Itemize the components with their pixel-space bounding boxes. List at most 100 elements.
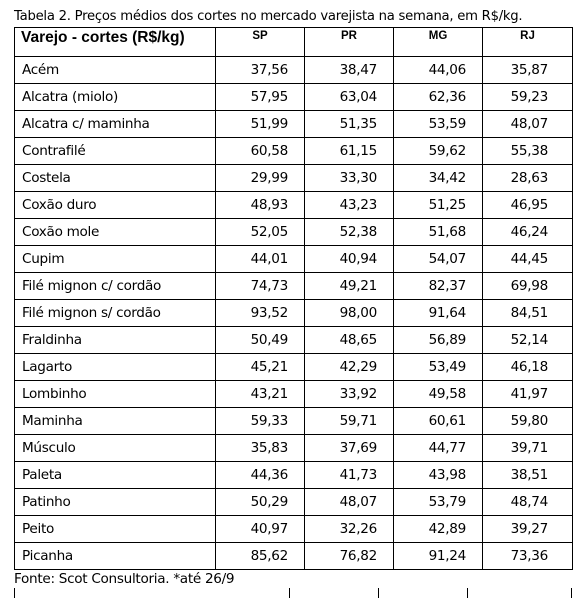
- mg-value-cell: 44,77: [393, 434, 483, 462]
- cut-name-cell: Cupim: [14, 245, 216, 273]
- table-row: Cupim 44,01 40,94 54,07 44,45: [14, 245, 573, 273]
- table-row: Filé mignon c/ cordão 74,73 49,21 82,37 69,9…: [14, 272, 573, 300]
- mg-value-cell: 91,64: [393, 299, 483, 327]
- table-row: Maminha 59,33 59,71 60,61 59,80: [14, 407, 573, 435]
- pr-value-cell: 42,29: [304, 353, 394, 381]
- cut-name-cell: Filé mignon c/ cordão: [14, 272, 216, 300]
- pr-value-cell: 98,00: [304, 299, 394, 327]
- table-row: Lombinho 43,21 33,92 49,58 41,97: [14, 380, 573, 408]
- table-row: Costela 29,99 33,30 34,42 28,63: [14, 164, 573, 192]
- pr-value-cell: 37,69: [304, 434, 394, 462]
- pr-value-cell: 52,38: [304, 218, 394, 246]
- border-tick: [378, 588, 379, 598]
- mg-value-cell: 56,89: [393, 326, 483, 354]
- rj-value-cell: 38,51: [482, 461, 573, 489]
- pr-value-cell: 63,04: [304, 83, 394, 111]
- table-row: Lagarto 45,21 42,29 53,49 46,18: [14, 353, 573, 381]
- mg-value-cell: 51,25: [393, 191, 483, 219]
- sp-value-cell: 74,73: [215, 272, 305, 300]
- pr-value-cell: 33,30: [304, 164, 394, 192]
- column-header-sp: SP: [215, 27, 305, 57]
- border-tick: [571, 588, 572, 598]
- rj-value-cell: 39,27: [482, 515, 573, 543]
- table-body: Acém 37,56 38,47 44,06 35,87 Alcatra (miolo) 5…: [14, 56, 573, 570]
- sp-value-cell: 35,83: [215, 434, 305, 462]
- pr-value-cell: 49,21: [304, 272, 394, 300]
- pr-value-cell: 33,92: [304, 380, 394, 408]
- table-row: Paleta 44,36 41,73 43,98 38,51: [14, 461, 573, 489]
- mg-value-cell: 91,24: [393, 542, 483, 570]
- rj-value-cell: 59,80: [482, 407, 573, 435]
- cut-name-cell: Músculo: [14, 434, 216, 462]
- cut-name-cell: Coxão duro: [14, 191, 216, 219]
- sp-value-cell: 59,33: [215, 407, 305, 435]
- sp-value-cell: 44,01: [215, 245, 305, 273]
- pr-value-cell: 61,15: [304, 137, 394, 165]
- rj-value-cell: 59,23: [482, 83, 573, 111]
- mg-value-cell: 59,62: [393, 137, 483, 165]
- pr-value-cell: 48,07: [304, 488, 394, 516]
- table-row: Músculo 35,83 37,69 44,77 39,71: [14, 434, 573, 462]
- pr-value-cell: 40,94: [304, 245, 394, 273]
- mg-value-cell: 53,79: [393, 488, 483, 516]
- sp-value-cell: 29,99: [215, 164, 305, 192]
- mg-value-cell: 82,37: [393, 272, 483, 300]
- table-row: Picanha 85,62 76,82 91,24 73,36: [14, 542, 573, 570]
- mg-value-cell: 44,06: [393, 56, 483, 84]
- pr-value-cell: 38,47: [304, 56, 394, 84]
- cut-name-cell: Lombinho: [14, 380, 216, 408]
- table-row: Patinho 50,29 48,07 53,79 48,74: [14, 488, 573, 516]
- sp-value-cell: 48,93: [215, 191, 305, 219]
- table-row: Coxão duro 48,93 43,23 51,25 46,95: [14, 191, 573, 219]
- pr-value-cell: 48,65: [304, 326, 394, 354]
- table-row: Filé mignon s/ cordão 93,52 98,00 91,64 84,5…: [14, 299, 573, 327]
- table-row: Alcatra c/ maminha 51,99 51,35 53,59 48,07: [14, 110, 573, 138]
- column-header-pr: PR: [304, 27, 394, 57]
- mg-value-cell: 34,42: [393, 164, 483, 192]
- mg-value-cell: 60,61: [393, 407, 483, 435]
- sp-value-cell: 44,36: [215, 461, 305, 489]
- rj-value-cell: 84,51: [482, 299, 573, 327]
- pr-value-cell: 43,23: [304, 191, 394, 219]
- pr-value-cell: 76,82: [304, 542, 394, 570]
- pr-value-cell: 41,73: [304, 461, 394, 489]
- cut-name-cell: Contrafilé: [14, 137, 216, 165]
- sp-value-cell: 37,56: [215, 56, 305, 84]
- table-row: Alcatra (miolo) 57,95 63,04 62,36 59,23: [14, 83, 573, 111]
- sp-value-cell: 60,58: [215, 137, 305, 165]
- mg-value-cell: 43,98: [393, 461, 483, 489]
- table-caption: Tabela 2. Preços médios dos cortes no me…: [14, 9, 523, 24]
- pr-value-cell: 59,71: [304, 407, 394, 435]
- header-row: Varejo - cortes (R$/kg) SP PR MG RJ: [14, 27, 573, 57]
- mg-value-cell: 51,68: [393, 218, 483, 246]
- rj-value-cell: 48,74: [482, 488, 573, 516]
- rj-value-cell: 44,45: [482, 245, 573, 273]
- rj-value-cell: 46,18: [482, 353, 573, 381]
- cut-name-cell: Picanha: [14, 542, 216, 570]
- rj-value-cell: 48,07: [482, 110, 573, 138]
- cut-name-cell: Paleta: [14, 461, 216, 489]
- column-header-cut: Varejo - cortes (R$/kg): [14, 27, 216, 57]
- border-tick: [289, 588, 290, 598]
- sp-value-cell: 85,62: [215, 542, 305, 570]
- pr-value-cell: 32,26: [304, 515, 394, 543]
- sp-value-cell: 57,95: [215, 83, 305, 111]
- price-table: Varejo - cortes (R$/kg) SP PR MG RJ Acém…: [14, 27, 573, 570]
- mg-value-cell: 53,59: [393, 110, 483, 138]
- rj-value-cell: 46,24: [482, 218, 573, 246]
- rj-value-cell: 46,95: [482, 191, 573, 219]
- column-header-rj: RJ: [482, 27, 573, 57]
- cut-name-cell: Acém: [14, 56, 216, 84]
- table-row: Acém 37,56 38,47 44,06 35,87: [14, 56, 573, 84]
- cut-name-cell: Coxão mole: [14, 218, 216, 246]
- source-note: Fonte: Scot Consultoria. *até 26/9: [14, 571, 235, 587]
- cut-name-cell: Peito: [14, 515, 216, 543]
- mg-value-cell: 53,49: [393, 353, 483, 381]
- sp-value-cell: 40,97: [215, 515, 305, 543]
- table-row: Fraldinha 50,49 48,65 56,89 52,14: [14, 326, 573, 354]
- column-header-mg: MG: [393, 27, 483, 57]
- rj-value-cell: 52,14: [482, 326, 573, 354]
- cut-name-cell: Costela: [14, 164, 216, 192]
- cut-name-cell: Patinho: [14, 488, 216, 516]
- cut-name-cell: Fraldinha: [14, 326, 216, 354]
